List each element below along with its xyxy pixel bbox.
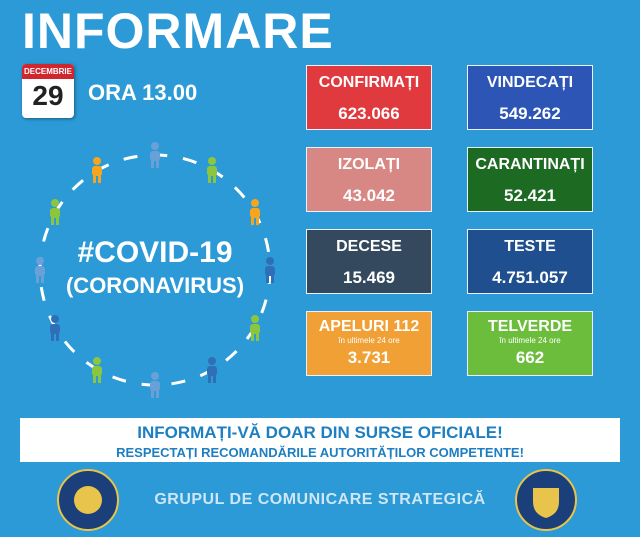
stat-value: 3.731	[347, 348, 391, 367]
time: ORA 13.00	[88, 80, 198, 105]
stat-box: CARANTINAȚI 52.421	[467, 147, 593, 212]
stat-title: CONFIRMAȚI	[318, 74, 420, 91]
stat-title: TESTE	[504, 238, 556, 255]
logo-right	[515, 469, 577, 531]
calendar: DECEMBRIE 29	[22, 64, 74, 118]
stat-title: TELVERDE	[487, 318, 573, 335]
stat-box: IZOLAȚI 43.042	[306, 147, 432, 212]
stat-value: 662	[515, 348, 545, 367]
footer-text: GRUPUL DE COMUNICARE STRATEGICĂ	[154, 491, 486, 508]
stat-value: 15.469	[343, 268, 395, 287]
stat-box: TELVERDE în ultimele 24 ore 662	[467, 311, 593, 376]
stat-note: în ultimele 24 ore	[499, 336, 561, 345]
emblem-subtitle: (CORONAVIRUS)	[66, 273, 244, 298]
stat-box: TESTE 4.751.057	[467, 229, 593, 294]
arrow-ring	[38, 153, 272, 387]
stat-title: DECESE	[336, 238, 402, 255]
banner-line: INFORMAȚI-VĂ DOAR DIN SURSE OFICIALE!	[137, 423, 503, 442]
stat-title: IZOLAȚI	[337, 156, 401, 173]
stat-value: 52.421	[504, 186, 556, 205]
stat-note: în ultimele 24 ore	[338, 336, 400, 345]
stat-box: DECESE 15.469	[306, 229, 432, 294]
stat-box: VINDECAȚI 549.262	[467, 65, 593, 130]
stat-box: APELURI 112 în ultimele 24 ore 3.731	[306, 311, 432, 376]
banner-line: RESPECTAȚI RECOMANDĂRILE AUTORITĂȚILOR C…	[116, 445, 524, 460]
title: INFORMARE	[22, 3, 334, 59]
emblem-tag: #COVID-19	[77, 236, 232, 269]
stat-title: CARANTINAȚI	[475, 156, 585, 173]
logo-left	[57, 469, 119, 531]
stat-value: 4.751.057	[492, 268, 568, 287]
stat-box: CONFIRMAȚI 623.066	[306, 65, 432, 130]
calendar-month: DECEMBRIE	[22, 64, 74, 79]
stat-value: 623.066	[338, 104, 400, 123]
banner: INFORMAȚI-VĂ DOAR DIN SURSE OFICIALE! RE…	[20, 418, 620, 462]
people-ring	[35, 142, 275, 398]
stat-value: 549.262	[499, 104, 561, 123]
stat-title: VINDECAȚI	[486, 74, 574, 91]
stat-title: APELURI 112	[318, 318, 420, 335]
calendar-day: 29	[32, 80, 64, 111]
stat-value: 43.042	[343, 186, 395, 205]
